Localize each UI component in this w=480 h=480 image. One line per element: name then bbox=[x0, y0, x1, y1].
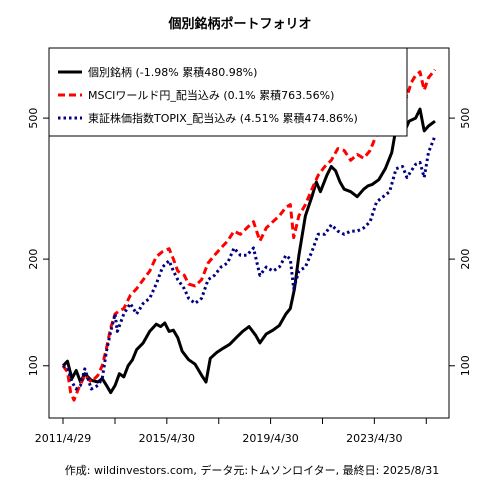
chart-title: 個別銘柄ポートフォリオ bbox=[167, 16, 311, 32]
x-axis: 2011/4/29 2015/4/30 2019/4/30 2023/4/30 bbox=[35, 418, 427, 445]
legend-label-1: 個別銘柄 (-1.98% 累積480.98%) bbox=[88, 65, 257, 79]
y-tick-label-right-1: 200 bbox=[459, 249, 472, 270]
x-tick-label-0: 2011/4/29 bbox=[35, 432, 91, 445]
chart-caption: 作成: wildinvestors.com, データ元:トムソンロイター, 最終… bbox=[65, 463, 439, 477]
legend: 個別銘柄 (-1.98% 累積480.98%) MSCIワールド円_配当込み (0… bbox=[48, 47, 408, 137]
x-tick-label-6: 2023/4/30 bbox=[346, 432, 402, 445]
x-tick-label-2: 2015/4/30 bbox=[139, 432, 195, 445]
y-tick-label-left-2: 500 bbox=[27, 108, 40, 129]
y-tick-label-left-1: 200 bbox=[27, 249, 40, 270]
y-axis-left: 100 200 500 bbox=[27, 108, 49, 376]
legend-label-2: MSCIワールド円_配当込み (0.1% 累積763.56%) bbox=[88, 88, 334, 102]
y-tick-label-right-2: 500 bbox=[459, 108, 472, 129]
x-tick-label-4: 2019/4/30 bbox=[242, 432, 298, 445]
legend-box bbox=[48, 47, 408, 137]
series-line-1 bbox=[61, 107, 436, 395]
legend-label-3: 東証株価指数TOPIX_配当込み (4.51% 累積474.86%) bbox=[88, 111, 358, 125]
y-tick-label-right-0: 100 bbox=[459, 355, 472, 376]
y-tick-label-left-0: 100 bbox=[27, 355, 40, 376]
y-axis-right: 100 200 500 bbox=[449, 108, 472, 376]
series-line-3 bbox=[62, 135, 437, 391]
